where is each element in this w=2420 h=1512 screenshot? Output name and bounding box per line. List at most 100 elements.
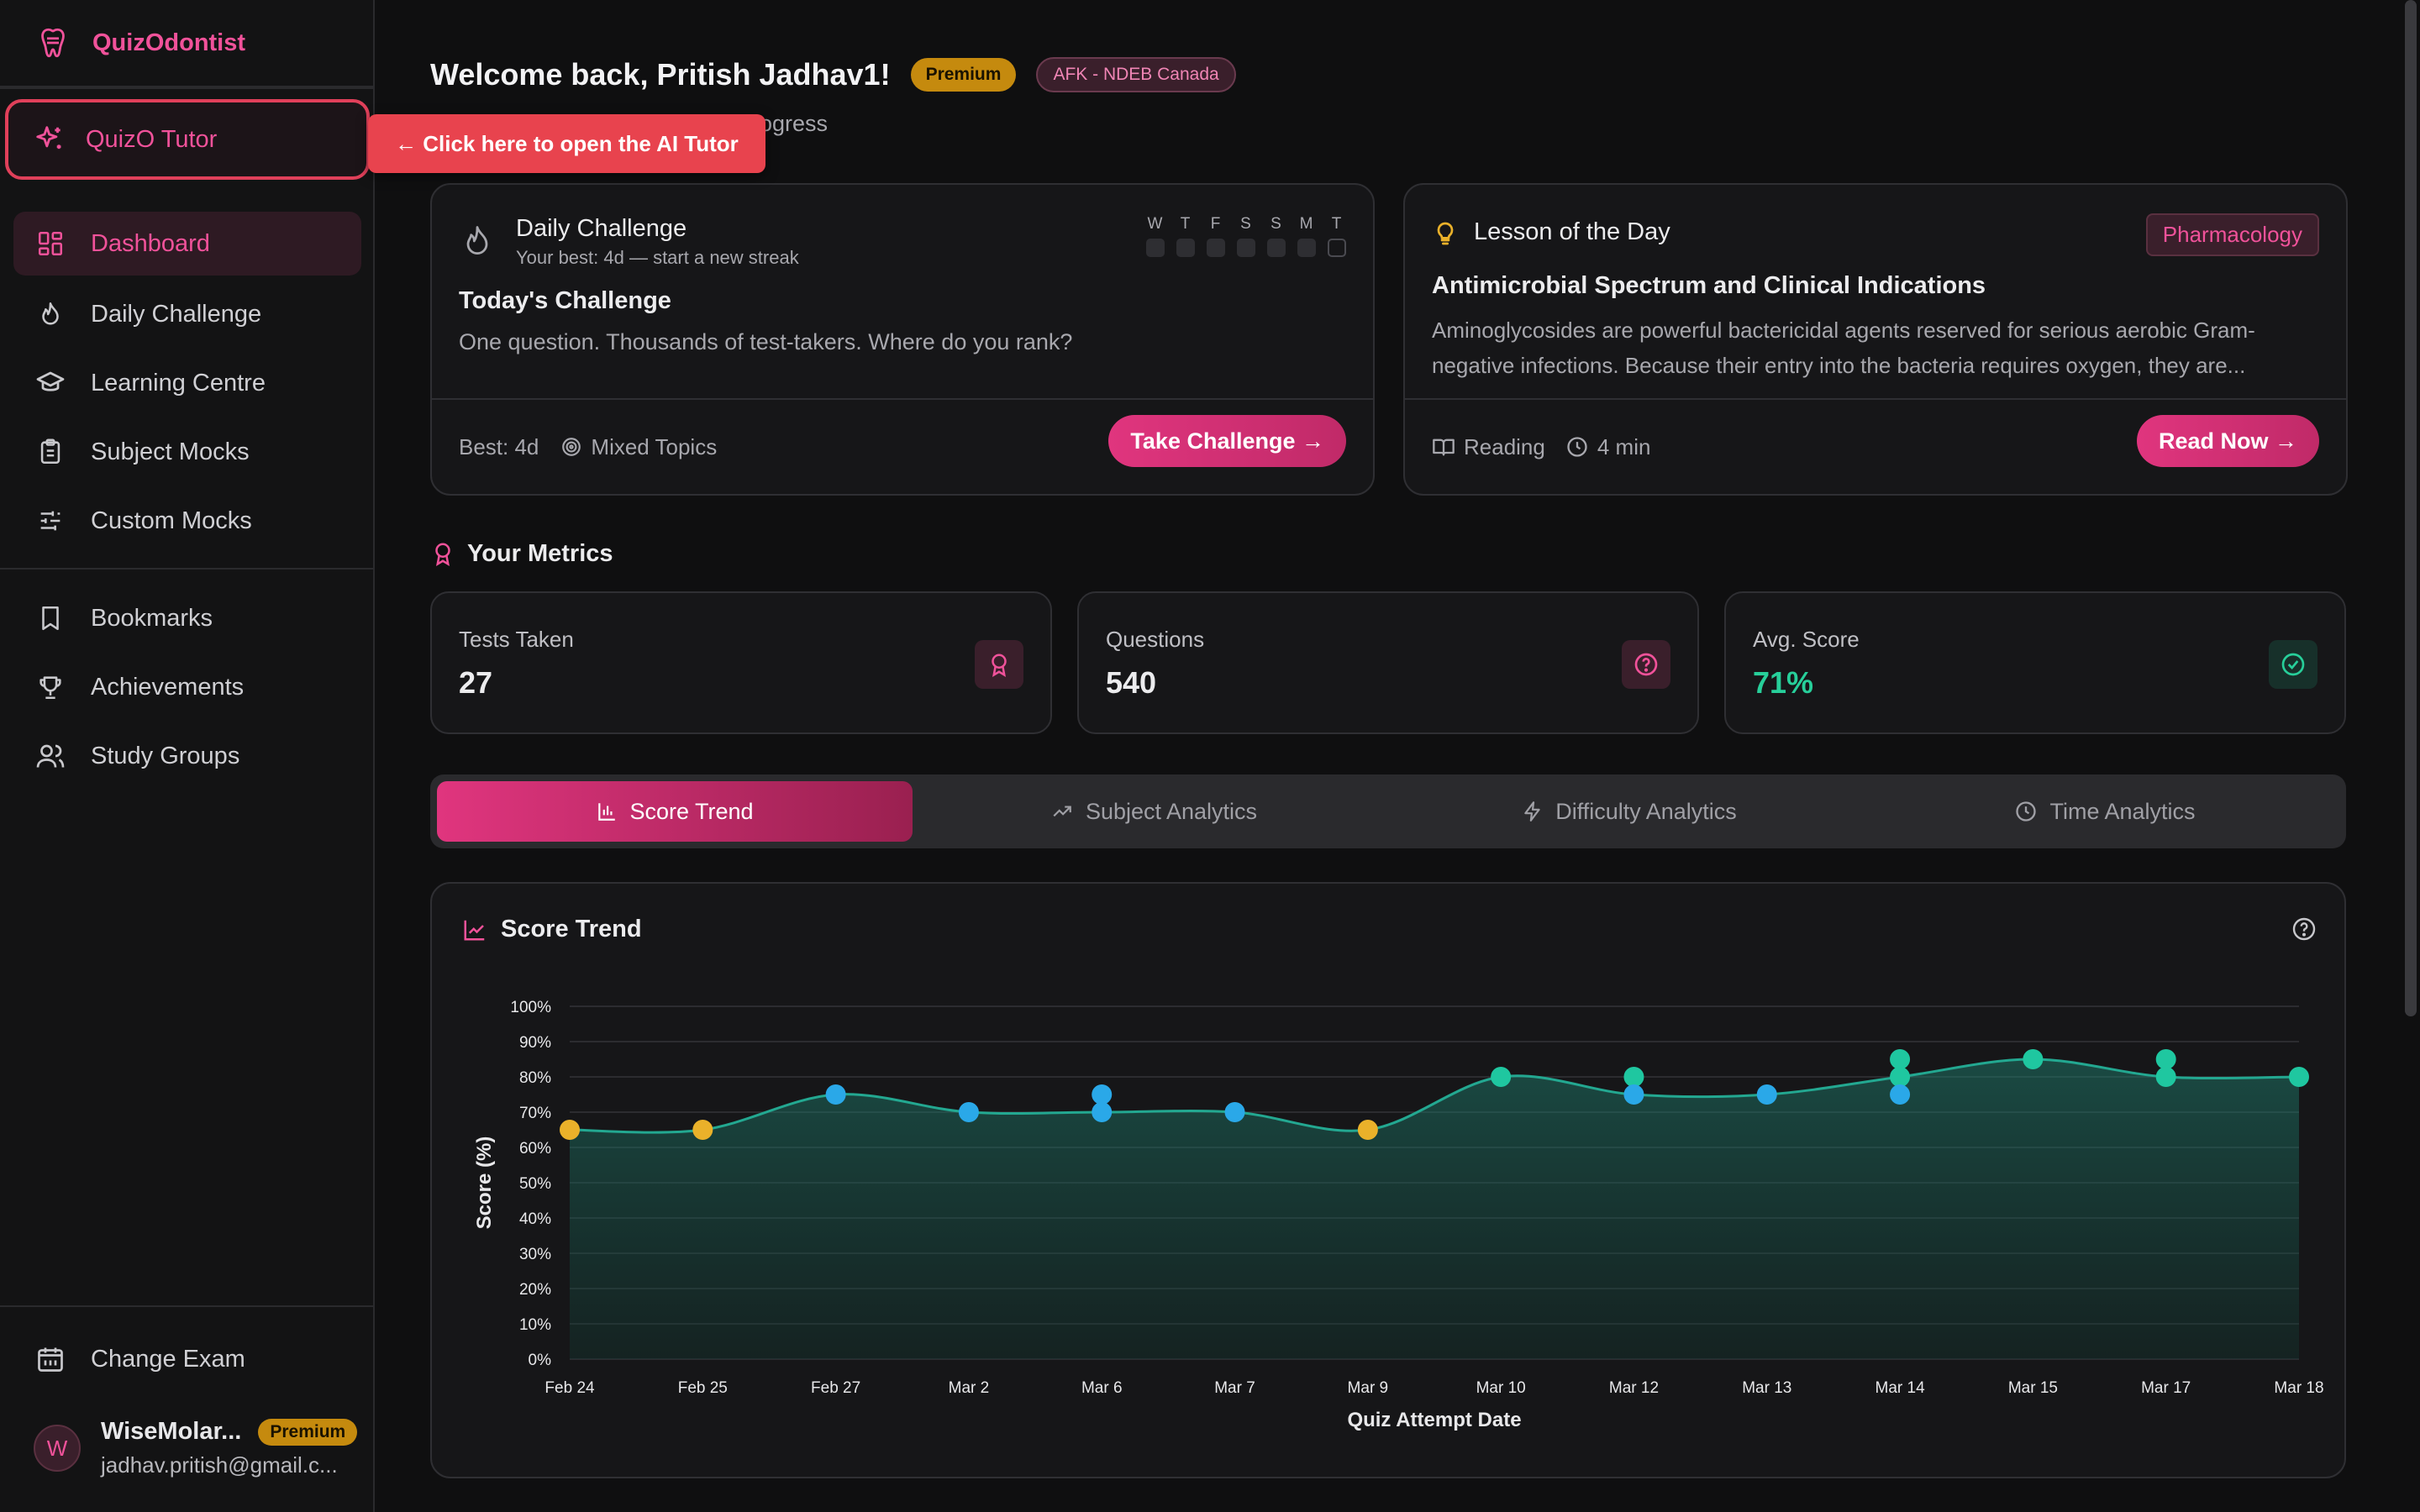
tab-time-analytics[interactable]: Time Analytics: [1867, 781, 2343, 842]
tab-label: Score Trend: [629, 798, 754, 824]
trending-up-icon: [1053, 806, 1071, 817]
dashboard-icon: [35, 228, 66, 259]
book-icon: [1433, 438, 1455, 456]
ai-tutor-callout[interactable]: ← Click here to open the AI Tutor: [368, 114, 765, 173]
divider: [0, 87, 375, 89]
metric-questions: Questions 540: [1077, 591, 1699, 734]
tooth-logo-icon: [41, 28, 65, 58]
sidebar-item-label: Achievements: [91, 673, 245, 701]
brand[interactable]: QuizOdontist: [0, 0, 373, 87]
divider: [0, 568, 375, 570]
help-icon[interactable]: [2291, 916, 2317, 942]
data-point: [1623, 1067, 1644, 1087]
sidebar-item-daily-challenge[interactable]: Daily Challenge: [13, 282, 361, 346]
sidebar-item-label: Daily Challenge: [91, 300, 262, 328]
x-tick-label: Mar 18: [2274, 1379, 2323, 1397]
data-point: [1357, 1120, 1378, 1140]
sparkles-icon: [36, 126, 61, 150]
score-trend-card: 0% 10% 20% 30% 40% 50% 60% 70% 80% 90% 100% Feb 24 F…: [430, 882, 2346, 1478]
sidebar-item-study-groups[interactable]: Study Groups: [13, 724, 361, 788]
check-circle-icon: [2269, 640, 2317, 689]
award-icon: [975, 640, 1023, 689]
tab-label: Time Analytics: [2049, 798, 2196, 824]
tab-difficulty-analytics[interactable]: Difficulty Analytics: [1392, 781, 1867, 842]
brand-name: QuizOdontist: [92, 29, 246, 56]
exam-badge: AFK - NDEB Canada: [1036, 57, 1236, 92]
take-challenge-button[interactable]: Take Challenge →: [1108, 415, 1346, 467]
lesson-of-the-day-card: Lesson of the Day Pharmacology Antimicro…: [1403, 183, 2348, 496]
x-tick-label: Feb 25: [678, 1379, 728, 1397]
main-content: Welcome back, Pritish Jadhav1! Premium A…: [375, 0, 2420, 1512]
divider: [0, 1305, 375, 1307]
tab-label: Difficulty Analytics: [1555, 798, 1737, 824]
sliders-icon: [35, 506, 66, 536]
sidebar-item-dashboard[interactable]: Dashboard: [13, 212, 361, 276]
y-tick-label: 10%: [519, 1316, 551, 1334]
sidebar-item-subject-mocks[interactable]: Subject Mocks: [13, 420, 361, 484]
y-tick-label: 30%: [519, 1246, 551, 1263]
read-now-button[interactable]: Read Now →: [2136, 415, 2319, 467]
x-tick-label: Mar 6: [1081, 1379, 1123, 1397]
premium-badge: Premium: [910, 58, 1017, 92]
data-point: [1756, 1084, 1777, 1105]
lesson-excerpt: Aminoglycosides are powerful bactericida…: [1432, 312, 2255, 383]
y-axis-label: Score (%): [473, 1137, 496, 1230]
streak-cell: [1266, 239, 1286, 257]
target-icon: [562, 438, 581, 456]
sidebar-item-learning-centre[interactable]: Learning Centre: [13, 351, 361, 415]
flame-icon: [466, 226, 488, 255]
streak-cell: [1145, 239, 1165, 257]
clock-icon: [1567, 437, 1587, 457]
x-tick-label: Feb 24: [544, 1379, 595, 1397]
user-name: WiseMolar...: [101, 1418, 242, 1445]
y-tick-label: 80%: [519, 1069, 551, 1087]
sidebar-item-custom-mocks[interactable]: Custom Mocks: [13, 489, 361, 553]
sidebar-item-label: Subject Mocks: [91, 438, 250, 465]
data-point: [1092, 1102, 1113, 1122]
change-exam-label: Change Exam: [91, 1345, 245, 1373]
x-tick-label: Mar 7: [1214, 1379, 1255, 1397]
sidebar-item-bookmarks[interactable]: Bookmarks: [13, 586, 361, 650]
day-label: M: [1299, 215, 1313, 233]
x-tick-label: Mar 9: [1348, 1379, 1389, 1397]
x-tick-label: Feb 27: [811, 1379, 860, 1397]
trend-line: [569, 1058, 2300, 1134]
y-tick-label: 100%: [510, 999, 551, 1016]
award-icon: [435, 543, 450, 567]
user-profile[interactable]: W WiseMolar... Premium jadhav.pritish@gm…: [34, 1418, 358, 1478]
scrollbar[interactable]: [2405, 0, 2417, 1016]
metric-label: Questions: [1106, 627, 1205, 652]
week-streak: W T F S S M T: [1145, 215, 1346, 257]
streak-cell: [1176, 239, 1195, 257]
day-label: F: [1210, 215, 1221, 233]
sidebar-item-achievements[interactable]: Achievements: [13, 655, 361, 719]
y-tick-label: 70%: [519, 1105, 551, 1122]
streak-cell: [1297, 239, 1316, 257]
data-point: [2289, 1067, 2309, 1087]
card-footer: Best: 4d Mixed Topics: [432, 398, 1373, 494]
sidebar-item-label: Dashboard: [91, 229, 210, 257]
page-title: Welcome back, Pritish Jadhav1!: [430, 57, 891, 92]
metric-tests-taken: Tests Taken 27: [430, 591, 1052, 734]
line-chart-icon: [464, 920, 485, 940]
sidebar: QuizOdontist QuizO Tutor Dashboard Daily…: [0, 0, 375, 1512]
quizo-tutor-button[interactable]: QuizO Tutor: [5, 99, 370, 180]
data-point: [1890, 1067, 1911, 1087]
daily-challenge-card: Daily Challenge Your best: 4d — start a …: [430, 183, 1375, 496]
best-streak: Best: 4d: [459, 433, 539, 459]
metric-value: 71%: [1753, 665, 1814, 700]
metric-avg-score: Avg. Score 71%: [1724, 591, 2346, 734]
data-point: [1890, 1049, 1911, 1069]
tab-subject-analytics[interactable]: Subject Analytics: [916, 781, 1392, 842]
exam-icon: [35, 1344, 66, 1374]
data-point: [692, 1120, 713, 1140]
section-title: Your Metrics: [467, 539, 613, 567]
metrics-heading: Your Metrics: [430, 539, 613, 568]
change-exam-button[interactable]: Change Exam: [13, 1327, 361, 1391]
tab-score-trend[interactable]: Score Trend: [437, 781, 913, 842]
lesson-heading: Antimicrobial Spectrum and Clinical Indi…: [1432, 272, 1986, 299]
y-tick-label: 40%: [519, 1210, 551, 1228]
avatar: W: [34, 1425, 81, 1472]
metric-value: 540: [1106, 665, 1157, 700]
x-tick-label: Mar 17: [2141, 1379, 2191, 1397]
